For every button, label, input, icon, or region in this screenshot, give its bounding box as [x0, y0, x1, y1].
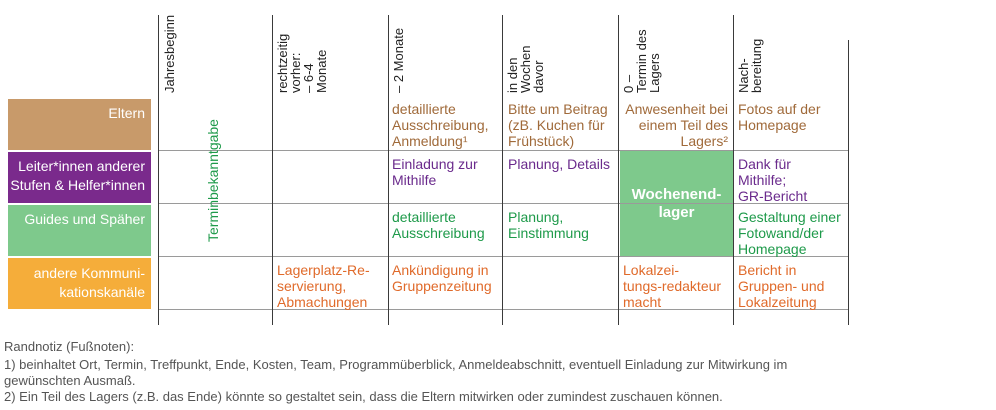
cell-leiter-2m: Einladung zur Mithilfe [392, 156, 478, 188]
header-nachbereitung: Nach- bereitung [736, 38, 764, 93]
col-line-5 [618, 15, 619, 325]
cell-eltern-2m: detaillierte Ausschreibung, Anmeldung¹ [392, 101, 489, 149]
cell-eltern-nach: Fotos auf der Homepage [738, 101, 821, 133]
col-line-4 [502, 15, 503, 325]
col-line-2 [272, 15, 273, 325]
grid-line-3 [158, 256, 848, 257]
cell-guides-wochen: Planung, Einstimmung [508, 209, 589, 241]
footnote-1-cont: gewünschten Ausmaß. [4, 373, 136, 388]
header-jahresbeginn: Jahresbeginn [162, 14, 177, 93]
row-bg-andere [8, 258, 151, 309]
row-bg-eltern [8, 99, 151, 150]
grid-line-4 [158, 309, 848, 310]
cell-eltern-wochen: Bitte um Beitrag (zB. Kuchen für Frühstü… [508, 101, 608, 149]
row-label-guides: Guides und Späher [24, 211, 145, 227]
grid-line-1 [158, 150, 848, 151]
cell-guides-nach: Gestaltung einer Fotowand/der Homepage [738, 209, 841, 257]
cell-andere-nach: Bericht in Gruppen- und Lokalzeitung [738, 262, 825, 310]
cell-andere-46: Lagerplatz-Re- servierung, Abmachungen [277, 262, 370, 310]
cell-guides-2m: detaillierte Ausschreibung [392, 209, 485, 241]
row-bg-guides [8, 205, 151, 256]
cell-leiter-nach: Dank für Mithilfe; GR-Bericht [738, 156, 808, 204]
col-line-1 [158, 15, 159, 325]
terminbekanntgabe-label: Terminbekanntgabe [205, 119, 221, 242]
header-2-monate: – 2 Monate [391, 27, 406, 93]
footnote-2: 2) Ein Teil des Lagers (z.B. das Ende) k… [4, 389, 723, 404]
cell-andere-termin: Lokalzei- tungs-redakteur macht [623, 262, 722, 310]
header-wochen-davor: in den Wochen davor [505, 45, 546, 93]
footnote-1: 1) beinhaltet Ort, Termin, Treffpunkt, E… [4, 357, 788, 372]
col-line-3 [388, 15, 389, 325]
cell-eltern-termin: Anwesenheit bei einem Teil des Lagers² [625, 101, 728, 149]
grid-line-2 [158, 203, 848, 204]
col-line-7 [848, 40, 849, 325]
header-rechtzeitig: rechtzeitig vorher: – 6-4 Monate [275, 33, 329, 93]
row-label-leiter: Leiter*innen anderer Stufen & Helfer*inn… [10, 158, 145, 193]
footnote-title: Randnotiz (Fußnoten): [4, 339, 135, 354]
row-label-eltern: Eltern [108, 105, 145, 121]
row-label-andere: andere Kommuni- kationskanäle [33, 265, 145, 300]
cell-andere-2m: Ankündigung in Gruppenzeitung [392, 262, 492, 294]
wochenendlager-label: Wochenend- lager [631, 186, 722, 221]
col-line-6 [733, 15, 734, 325]
row-bg-leiter [8, 152, 151, 203]
header-termin: 0 – Termin des Lagers [621, 29, 662, 93]
cell-leiter-wochen: Planung, Details [508, 156, 610, 172]
